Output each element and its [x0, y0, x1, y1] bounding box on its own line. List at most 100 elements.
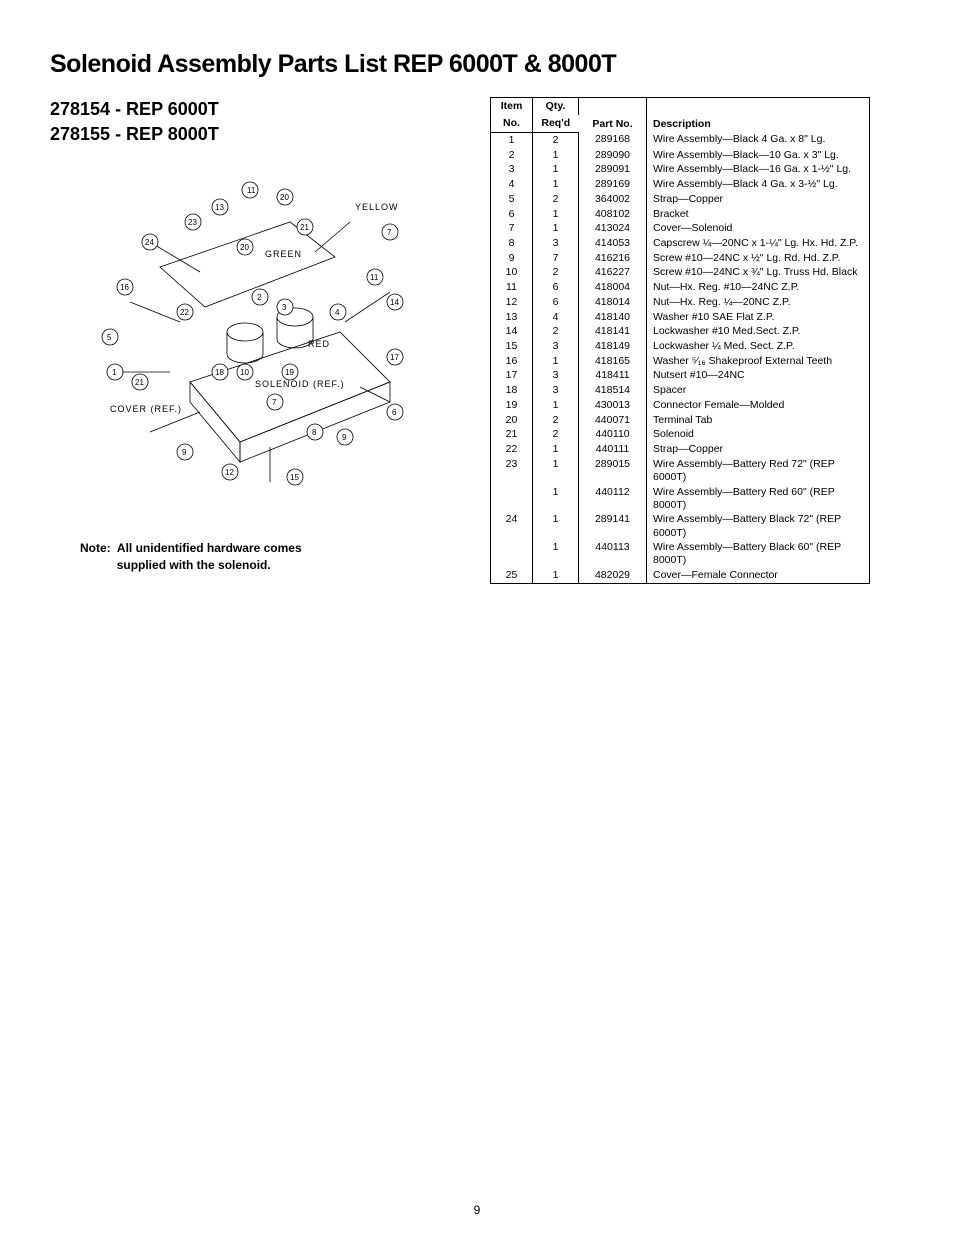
table-row: 41289169Wire Assembly—Black 4 Ga. x 3-½"… — [491, 177, 870, 192]
subtitle-line1: 278154 - REP 6000T — [50, 97, 470, 122]
cell-qty: 2 — [533, 266, 579, 281]
cell-item: 7 — [491, 221, 533, 236]
cell-desc: Wire Assembly—Black 4 Ga. x 3-½" Lg. — [647, 177, 870, 192]
cell-qty: 2 — [533, 133, 579, 148]
cell-qty: 1 — [533, 207, 579, 222]
cell-desc: Strap—Copper — [647, 442, 870, 457]
cell-desc: Terminal Tab — [647, 413, 870, 428]
cell-part: 418514 — [579, 383, 647, 398]
cell-item: 13 — [491, 310, 533, 325]
th-part: Part No. — [579, 98, 647, 133]
cell-item: 11 — [491, 280, 533, 295]
cell-desc: Wire Assembly—Black—16 Ga. x 1-½" Lg. — [647, 163, 870, 178]
table-row: 231289015Wire Assembly—Battery Red 72" (… — [491, 457, 870, 485]
svg-text:21: 21 — [135, 378, 144, 387]
table-row: 191430013Connector Female—Molded — [491, 398, 870, 413]
cell-item: 8 — [491, 236, 533, 251]
cell-item: 19 — [491, 398, 533, 413]
cell-qty: 3 — [533, 339, 579, 354]
svg-text:12: 12 — [225, 468, 234, 477]
cell-item: 21 — [491, 428, 533, 443]
note-label: Note: — [80, 540, 111, 556]
svg-text:11: 11 — [370, 273, 379, 282]
th-item-bot: No. — [491, 115, 533, 133]
cell-qty: 2 — [533, 413, 579, 428]
cell-item — [491, 485, 533, 513]
svg-text:20: 20 — [280, 193, 289, 202]
cell-desc: Wire Assembly—Battery Red 72" (REP 6000T… — [647, 457, 870, 485]
svg-text:18: 18 — [215, 368, 224, 377]
svg-text:9: 9 — [342, 433, 347, 442]
svg-text:22: 22 — [180, 308, 189, 317]
cell-part: 418165 — [579, 354, 647, 369]
cell-part: 418141 — [579, 324, 647, 339]
svg-text:8: 8 — [312, 428, 317, 437]
page-title: Solenoid Assembly Parts List REP 6000T &… — [50, 50, 904, 79]
cell-qty: 3 — [533, 236, 579, 251]
svg-text:2: 2 — [257, 293, 262, 302]
cell-desc: Cover—Female Connector — [647, 568, 870, 583]
cell-desc: Nutsert #10—24NC — [647, 369, 870, 384]
table-row: 161418165Washer ⁵⁄₁₆ Shakeproof External… — [491, 354, 870, 369]
th-desc: Description — [647, 98, 870, 133]
table-row: 251482029Cover—Female Connector — [491, 568, 870, 583]
cell-part: 413024 — [579, 221, 647, 236]
cell-part: 418140 — [579, 310, 647, 325]
svg-text:7: 7 — [387, 228, 392, 237]
cell-item: 17 — [491, 369, 533, 384]
cell-part: 408102 — [579, 207, 647, 222]
cell-qty: 1 — [533, 221, 579, 236]
cell-qty: 1 — [533, 148, 579, 163]
cell-item: 14 — [491, 324, 533, 339]
cell-desc: Wire Assembly—Battery Black 72" (REP 600… — [647, 513, 870, 541]
cell-desc: Bracket — [647, 207, 870, 222]
cell-qty: 1 — [533, 540, 579, 568]
table-row: 153418149Lockwasher ¼ Med. Sect. Z.P. — [491, 339, 870, 354]
table-row: 1440112Wire Assembly—Battery Red 60" (RE… — [491, 485, 870, 513]
cell-item: 4 — [491, 177, 533, 192]
cell-part: 416216 — [579, 251, 647, 266]
subtitle-line2: 278155 - REP 8000T — [50, 122, 470, 147]
content-row: 278154 - REP 6000T 278155 - REP 8000T — [50, 97, 904, 584]
page-number: 9 — [0, 1203, 954, 1217]
cell-qty: 6 — [533, 295, 579, 310]
cell-qty: 4 — [533, 310, 579, 325]
svg-text:17: 17 — [390, 353, 399, 362]
cell-desc: Washer ⁵⁄₁₆ Shakeproof External Teeth — [647, 354, 870, 369]
cell-part: 440113 — [579, 540, 647, 568]
table-row: 31289091Wire Assembly—Black—16 Ga. x 1-½… — [491, 163, 870, 178]
table-row: 12289168Wire Assembly—Black 4 Ga. x 8" L… — [491, 133, 870, 148]
cell-item: 15 — [491, 339, 533, 354]
table-row: 71413024Cover—Solenoid — [491, 221, 870, 236]
cell-desc: Screw #10—24NC x ¾" Lg. Truss Hd. Black — [647, 266, 870, 281]
table-row: 52364002Strap—Copper — [491, 192, 870, 207]
cell-desc: Connector Female—Molded — [647, 398, 870, 413]
cell-item: 5 — [491, 192, 533, 207]
svg-text:24: 24 — [145, 238, 154, 247]
cell-item: 22 — [491, 442, 533, 457]
cell-part: 440071 — [579, 413, 647, 428]
cell-part: 414053 — [579, 236, 647, 251]
cell-desc: Solenoid — [647, 428, 870, 443]
cell-item: 25 — [491, 568, 533, 583]
cell-qty: 6 — [533, 280, 579, 295]
cell-qty: 1 — [533, 354, 579, 369]
cell-qty: 1 — [533, 568, 579, 583]
cell-part: 289090 — [579, 148, 647, 163]
cell-desc: Washer #10 SAE Flat Z.P. — [647, 310, 870, 325]
diagram-label-solenoid: SOLENOID (REF.) — [255, 379, 345, 389]
cell-qty: 2 — [533, 324, 579, 339]
cell-qty: 3 — [533, 383, 579, 398]
cell-item: 1 — [491, 133, 533, 148]
cell-qty: 1 — [533, 485, 579, 513]
table-row: 61408102Bracket — [491, 207, 870, 222]
cell-qty: 1 — [533, 442, 579, 457]
table-row: 1440113Wire Assembly—Battery Black 60" (… — [491, 540, 870, 568]
cell-desc: Cover—Solenoid — [647, 221, 870, 236]
note: Note: All unidentified hardware comes su… — [80, 540, 470, 572]
cell-part: 289141 — [579, 513, 647, 541]
cell-item: 18 — [491, 383, 533, 398]
table-row: 221440111Strap—Copper — [491, 442, 870, 457]
table-row: 142418141Lockwasher #10 Med.Sect. Z.P. — [491, 324, 870, 339]
cell-part: 416227 — [579, 266, 647, 281]
